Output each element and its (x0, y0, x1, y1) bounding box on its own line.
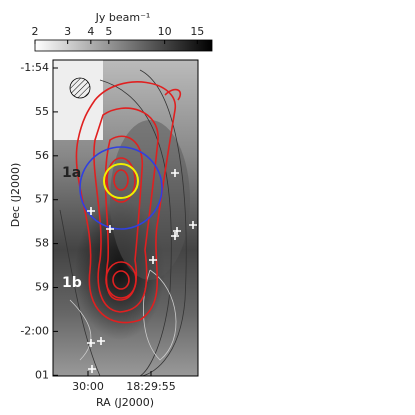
y-axis-label: Dec (J2000) (9, 163, 22, 228)
colorbar-tick-label: 4 (87, 25, 94, 38)
y-tick-label: 57 (35, 193, 49, 206)
colorbar-label: Jy beam⁻¹ (95, 11, 151, 24)
y-tick-label: -2:00 (20, 324, 49, 337)
source-label: 1b (62, 275, 82, 291)
y-tick-label: 56 (35, 149, 49, 162)
y-tick-label: 58 (35, 237, 49, 250)
colorbar (34, 39, 213, 52)
y-tick-label: 55 (35, 105, 49, 118)
y-tick-label: -1:54 (20, 61, 49, 74)
x-tick-label: 30:00 (72, 380, 104, 393)
source-label: 1a (62, 165, 81, 181)
colorbar-tick-label: 5 (105, 25, 112, 38)
colorbar-tick-label: 15 (190, 25, 204, 38)
y-tick-label: 59 (35, 281, 49, 294)
image (53, 60, 198, 376)
colorbar-tick-label: 10 (158, 25, 172, 38)
x-axis-label: RA (J2000) (96, 396, 154, 409)
x-tick-label: 18:29:55 (126, 380, 175, 393)
colorbar-tick-label: 2 (32, 25, 39, 38)
frame (52, 59, 199, 377)
colorbar-tick-label: 3 (64, 25, 71, 38)
y-tick-label: 01 (35, 368, 49, 381)
